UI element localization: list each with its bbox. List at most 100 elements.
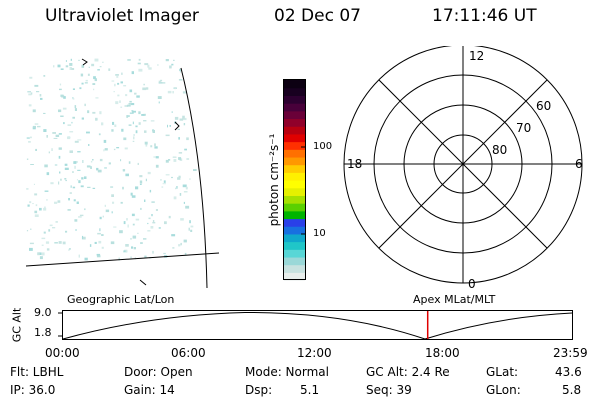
emission-speckle — [38, 252, 42, 255]
emission-speckle — [144, 130, 147, 133]
emission-speckle — [72, 98, 75, 100]
emission-speckle — [193, 169, 197, 171]
emission-speckle — [74, 219, 78, 222]
emission-speckle — [186, 158, 190, 160]
emission-speckle — [132, 110, 136, 113]
emission-speckle — [173, 59, 175, 61]
emission-speckle — [58, 155, 61, 159]
colorbar-segment — [284, 141, 305, 150]
emission-speckle — [129, 100, 132, 103]
emission-speckle — [137, 162, 139, 165]
emission-speckle — [58, 147, 62, 150]
emission-speckle — [46, 135, 48, 138]
emission-speckle — [77, 169, 81, 171]
emission-speckle — [185, 205, 190, 209]
emission-speckle — [46, 248, 50, 251]
emission-speckle — [174, 87, 176, 90]
emission-speckle — [123, 221, 126, 225]
emission-speckle — [104, 204, 106, 207]
timeline-x-tick: 23:59 — [553, 346, 588, 360]
emission-speckle — [126, 218, 128, 221]
emission-speckle — [179, 68, 181, 72]
emission-speckle — [119, 100, 121, 103]
emission-speckle — [137, 232, 139, 234]
emission-speckle — [40, 97, 43, 100]
grid-fragment-mark — [174, 121, 180, 131]
emission-speckle — [54, 242, 58, 244]
emission-speckle — [123, 137, 127, 141]
emission-speckle — [116, 147, 120, 149]
colorbar-segment — [284, 203, 305, 212]
emission-speckle — [30, 92, 33, 95]
emission-speckle — [78, 180, 81, 184]
emission-speckle — [34, 123, 39, 125]
emission-speckle — [102, 215, 104, 218]
emission-speckle — [136, 95, 140, 98]
emission-speckle — [28, 93, 32, 96]
emission-speckle — [94, 78, 97, 82]
emission-speckle — [135, 130, 138, 134]
emission-speckle — [71, 68, 75, 70]
emission-speckle — [177, 128, 180, 130]
emission-speckle — [125, 94, 128, 97]
polar-mlt-plot: 12 18 6 0 60 70 80 — [343, 46, 583, 291]
emission-speckle — [135, 125, 138, 128]
emission-speckle — [65, 60, 67, 62]
emission-speckle — [92, 187, 96, 189]
mlat-label-60: 60 — [536, 99, 551, 113]
emission-speckle — [168, 159, 171, 161]
emission-speckle — [154, 146, 158, 149]
emission-speckle — [62, 241, 66, 245]
emission-speckle — [145, 144, 148, 147]
emission-speckle — [33, 125, 36, 128]
emission-speckle — [183, 201, 185, 204]
emission-speckle — [78, 216, 82, 218]
emission-speckle — [34, 210, 38, 214]
timeline-y-label: GC Alt — [10, 307, 24, 343]
emission-speckle — [116, 76, 119, 78]
emission-speckle — [81, 64, 85, 68]
emission-speckle — [183, 123, 186, 126]
emission-speckle — [178, 175, 181, 178]
emission-speckle — [80, 73, 84, 77]
emission-speckle — [37, 125, 41, 128]
emission-speckle — [32, 126, 36, 130]
emission-speckle — [28, 104, 32, 107]
emission-speckle — [102, 61, 104, 63]
emission-speckle — [60, 115, 64, 117]
emission-speckle — [53, 65, 55, 68]
geographic-image-panel — [25, 58, 220, 289]
colorbar-segment — [284, 110, 305, 120]
emission-speckle — [43, 112, 46, 114]
emission-speckle — [58, 133, 62, 135]
emission-speckle — [103, 139, 107, 143]
emission-speckle — [29, 76, 33, 79]
emission-speckle — [151, 214, 153, 217]
colorbar-tick-label: 10 — [313, 228, 326, 239]
colorbar-segment — [284, 126, 305, 135]
emission-speckle — [177, 177, 181, 180]
emission-speckle — [150, 120, 155, 122]
glon-label: GLon: — [486, 383, 521, 397]
emission-speckle — [84, 208, 86, 211]
emission-speckle — [167, 124, 168, 128]
emission-speckle — [160, 179, 162, 181]
colorbar-segment — [284, 233, 305, 243]
emission-speckle — [147, 230, 151, 232]
earth-limb-line — [180, 67, 208, 289]
emission-speckle — [178, 157, 182, 160]
emission-speckle — [169, 125, 171, 127]
emission-speckle — [77, 151, 81, 153]
emission-speckle — [41, 244, 44, 246]
emission-speckle — [27, 91, 31, 93]
emission-speckle — [128, 161, 131, 164]
emission-speckle — [99, 158, 103, 162]
emission-speckle — [133, 136, 135, 140]
emission-speckle — [94, 241, 97, 244]
emission-speckle — [184, 148, 187, 151]
mode-field: Mode: Normal — [245, 365, 329, 379]
emission-speckle — [115, 101, 119, 105]
auroral-emission-speckles — [26, 58, 197, 261]
emission-speckle — [99, 228, 101, 232]
emission-speckle — [69, 63, 73, 66]
